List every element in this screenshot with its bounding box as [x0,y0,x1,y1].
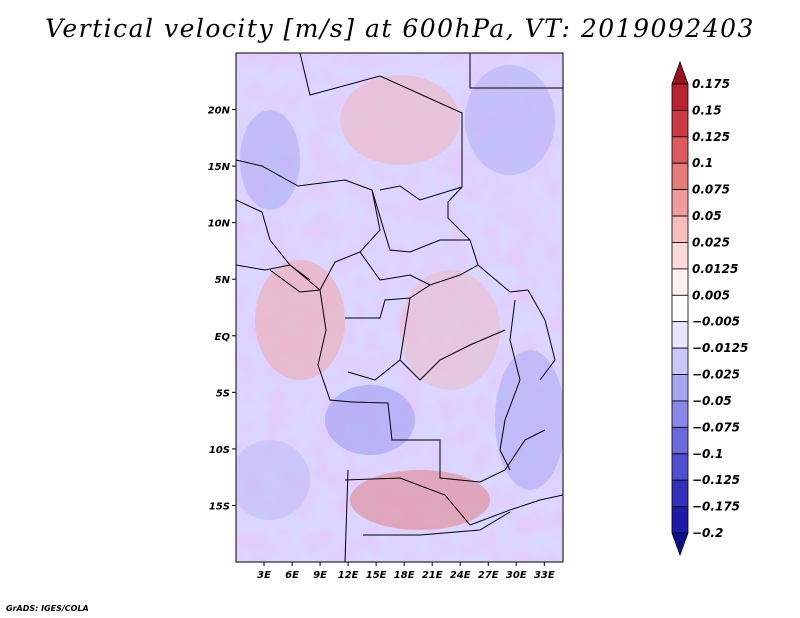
lat-tick-label: 5S [216,388,230,399]
lon-tick-label: 9E [313,570,327,581]
lat-tick-label: 20N [208,106,231,117]
colorbar: 0.175 0.15 0.125 0.1 0.075 0.05 0.025 0.0125 0.0… [671,60,748,557]
colorbar-bin [671,83,689,111]
longitude-axis: 3E 6E 9E 12E 15E 18E 21E 24E 27E 30E 33E [257,562,555,581]
colorbar-bin [671,347,689,375]
colorbar-label: 0.05 [692,209,722,223]
colorbar-bin [671,215,689,243]
colorbar-label: −0.075 [692,420,740,434]
colorbar-bin [671,479,689,507]
lat-tick-label: EQ [215,332,231,343]
colorbar-label: −0.2 [692,526,723,540]
lon-tick-label: 24E [450,570,471,581]
latitude-axis: 20N 15N 10N 5N EQ 5S 10S 15S [208,106,236,512]
colorbar-label: −0.0125 [692,341,748,355]
colorbar-label: 0.0125 [692,262,738,276]
colorbar-bin [671,400,689,428]
colorbar-label: 0.075 [692,183,730,197]
lon-tick-label: 30E [506,570,527,581]
lon-tick-label: 33E [534,570,555,581]
colorbar-label: 0.175 [692,77,730,91]
colorbar-bin [671,532,689,557]
colorbar-bin [671,321,689,349]
colorbar-bin [671,426,689,455]
colorbar-bin [671,110,689,138]
lon-tick-label: 21E [422,570,443,581]
colorbar-bin [671,242,689,270]
colorbar-bin [671,136,689,164]
lat-tick-label: 5N [215,275,231,286]
colorbar-label: 0.15 [692,103,722,117]
lat-tick-label: 15S [209,501,230,512]
lon-tick-label: 6E [285,570,299,581]
colorbar-bin [671,506,689,534]
lon-tick-label: 3E [257,570,271,581]
colorbar-label: −0.175 [692,500,740,514]
map-title: Vertical velocity [m/s] at 600hPa, VT: 2… [45,14,755,43]
colorbar-label: 0.125 [692,130,730,144]
grads-credit: GrADS: IGES/COLA [6,604,89,613]
lat-tick-label: 10N [208,219,231,230]
lat-tick-label: 15N [208,162,231,173]
colorbar-label: 0.1 [692,156,713,170]
colorbar-label: −0.1 [692,447,723,461]
colorbar-bin [671,162,689,191]
colorbar-bin [671,268,689,296]
colorbar-bin [671,294,689,323]
colorbar-label: 0.025 [692,235,730,249]
map-frame [235,52,564,563]
lon-tick-label: 15E [366,570,387,581]
lon-tick-label: 12E [338,570,359,581]
colorbar-label: −0.005 [692,315,740,329]
colorbar-bin [671,60,689,85]
political-boundaries [236,53,563,562]
colorbar-bin [671,189,689,217]
colorbar-label: 0.005 [692,288,730,302]
colorbar-label: −0.05 [692,394,732,408]
colorbar-bin [671,374,689,402]
lon-tick-label: 27E [478,570,499,581]
lon-tick-label: 18E [394,570,415,581]
lat-tick-label: 10S [209,445,230,456]
colorbar-label: −0.125 [692,473,740,487]
colorbar-label: −0.025 [692,368,740,382]
colorbar-bin [671,453,689,481]
vertical-velocity-field [236,53,563,562]
